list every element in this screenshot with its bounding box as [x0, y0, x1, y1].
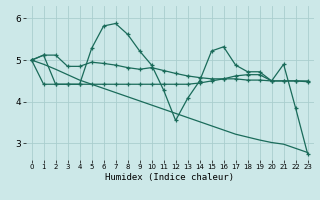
X-axis label: Humidex (Indice chaleur): Humidex (Indice chaleur)	[105, 173, 234, 182]
